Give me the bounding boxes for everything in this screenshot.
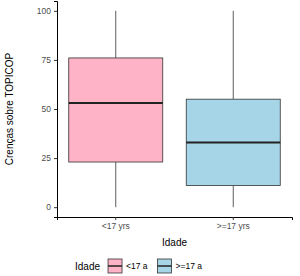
y-tick: 50: [42, 104, 57, 114]
box: [186, 99, 280, 185]
legend-swatch: [108, 259, 122, 273]
box: [69, 58, 163, 162]
legend-label: <17 a: [126, 261, 148, 271]
x-tick-label: <17 yrs: [102, 221, 130, 231]
legend-item: <17 a: [108, 259, 148, 273]
chart: 0 25 50 75 100 <17 yrs >=17 yrs Idade Crenças so…: [0, 0, 300, 276]
x-tick-mark: [115, 217, 116, 220]
x-tick: >=17 yrs: [217, 217, 250, 231]
x-tick-mark: [233, 217, 234, 220]
legend-label: >=17 a: [176, 261, 203, 271]
upper-whisker: [233, 11, 234, 99]
y-tick-mark: [54, 158, 57, 159]
legend-title: Idade: [75, 261, 100, 272]
y-tick-label: 25: [42, 153, 52, 163]
y-tick-label: 50: [42, 104, 52, 114]
upper-whisker: [115, 11, 116, 58]
y-tick-mark: [54, 109, 57, 110]
y-tick-label: 0: [46, 202, 51, 212]
y-tick: 100: [37, 6, 57, 16]
median: [186, 141, 280, 143]
y-tick-mark: [54, 60, 57, 61]
y-tick-label: 75: [42, 55, 52, 65]
legend-swatch-median: [108, 265, 122, 267]
legend-item: >=17 a: [158, 259, 203, 273]
median: [69, 102, 163, 104]
y-tick: 25: [42, 153, 57, 163]
y-axis-line: [54, 2, 58, 218]
x-axis-line: [58, 218, 293, 221]
lower-whisker: [115, 162, 116, 207]
y-axis: 0 25 50 75 100: [37, 2, 58, 218]
x-axis: <17 yrs >=17 yrs: [58, 217, 293, 231]
legend-swatch: [158, 259, 172, 273]
y-axis-title: Crenças sobre TOPICOP: [4, 52, 15, 165]
legend: Idade <17 a >=17 a: [75, 259, 202, 273]
marks: [69, 11, 281, 207]
x-tick-label: >=17 yrs: [217, 221, 250, 231]
legend-swatch-median: [158, 265, 172, 267]
x-axis-title: Idade: [162, 237, 187, 248]
y-tick: 0: [46, 202, 57, 212]
y-tick: 75: [42, 55, 57, 65]
y-tick-mark: [54, 11, 57, 12]
y-tick-label: 100: [37, 6, 51, 16]
x-tick: <17 yrs: [102, 217, 130, 231]
lower-whisker: [233, 186, 234, 208]
y-tick-mark: [54, 207, 57, 208]
